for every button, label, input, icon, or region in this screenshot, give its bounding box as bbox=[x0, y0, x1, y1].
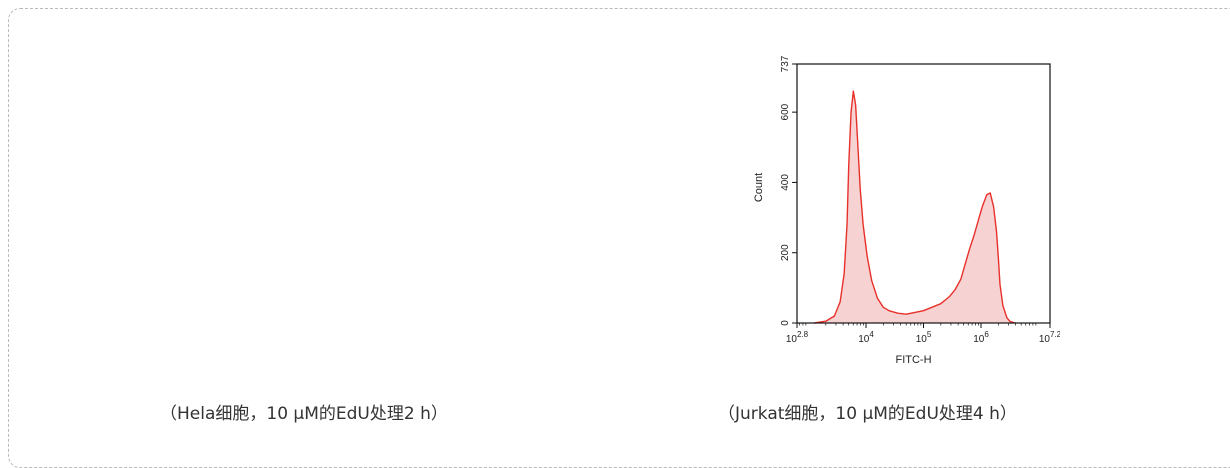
y-tick-label: 200 bbox=[780, 244, 791, 261]
y-axis-ticks: 0 200 400 600 737 bbox=[780, 55, 797, 326]
x-tick-label: 105 bbox=[916, 330, 932, 345]
x-tick-label: 106 bbox=[973, 330, 989, 345]
plot-frame bbox=[796, 63, 1051, 324]
y-tick-label: 400 bbox=[780, 174, 791, 191]
x-tick-label: 107.2 bbox=[1039, 330, 1060, 345]
y-tick-label: 600 bbox=[780, 103, 791, 120]
y-tick-label: 0 bbox=[780, 320, 791, 326]
histogram-area bbox=[814, 91, 1016, 323]
x-tick-label: 104 bbox=[858, 330, 874, 345]
x-axis-ticks: 102.8 104 105 106 107.2 bbox=[786, 323, 1060, 345]
caption-hela: （Hela细胞，10 μM的EdU处理2 h） bbox=[160, 404, 448, 424]
caption-jurkat: （Jurkat细胞，10 μM的EdU处理4 h） bbox=[718, 404, 1017, 424]
histogram-line bbox=[814, 90, 1016, 324]
x-axis-label: FITC-H bbox=[895, 354, 931, 366]
y-tick-label: 737 bbox=[780, 55, 791, 72]
y-axis-label: Count bbox=[753, 173, 765, 202]
x-tick-label: 102.8 bbox=[786, 330, 809, 345]
